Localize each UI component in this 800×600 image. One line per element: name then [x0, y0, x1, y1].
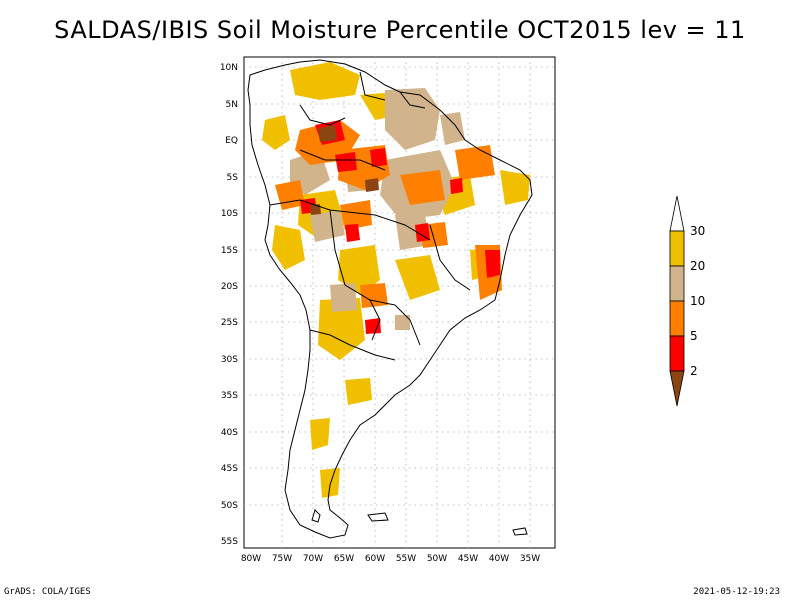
lon-label: 80W — [241, 554, 261, 564]
legend-label: 10 — [690, 294, 705, 308]
lon-label: 40W — [489, 554, 509, 564]
percentile-field — [262, 62, 530, 498]
lat-label: EQ — [225, 136, 238, 146]
lat-label: 30S — [221, 355, 238, 365]
legend-labels: 30 20 10 5 2 — [690, 224, 705, 378]
lat-label: 20S — [221, 282, 238, 292]
field-10-20 — [290, 88, 465, 330]
legend-label: 30 — [690, 224, 705, 238]
lat-label: 40S — [221, 428, 238, 438]
lon-label: 35W — [520, 554, 540, 564]
lon-label: 55W — [396, 554, 416, 564]
lon-label: 45W — [458, 554, 478, 564]
map-title: SALDAS/IBIS Soil Moisture Percentile OCT… — [54, 16, 746, 44]
legend-swatch-10-20 — [669, 265, 685, 302]
field-lt2 — [310, 125, 379, 215]
lat-labels: 10N 5N EQ 5S 10S 15S 20S 25S 30S 35S 40S… — [220, 63, 238, 547]
legend-label: 5 — [690, 329, 698, 343]
legend-swatch-5-10 — [669, 300, 685, 337]
lat-label: 25S — [221, 318, 238, 328]
lat-label: 45S — [221, 464, 238, 474]
legend-label: 20 — [690, 259, 705, 273]
legend-label: 2 — [690, 364, 698, 378]
lat-label: 50S — [221, 501, 238, 511]
lon-label: 70W — [303, 554, 323, 564]
lon-label: 75W — [272, 554, 292, 564]
lat-label: 5S — [227, 173, 239, 183]
lon-label: 60W — [365, 554, 385, 564]
lat-label: 35S — [221, 391, 238, 401]
lat-label: 15S — [221, 246, 238, 256]
lat-label: 10N — [220, 63, 238, 73]
footer-credit: GrADS: COLA/IGES — [4, 587, 91, 597]
lat-label: 10S — [221, 209, 238, 219]
lat-label: 55S — [221, 537, 238, 547]
lon-label: 50W — [427, 554, 447, 564]
coastlines — [247, 59, 533, 539]
legend-swatch-lt2 — [669, 370, 685, 407]
legend-swatch-gt30 — [669, 195, 685, 232]
lon-label: 65W — [334, 554, 354, 564]
lat-label: 5N — [226, 100, 238, 110]
footer-timestamp: 2021-05-12-19:23 — [693, 587, 780, 597]
lon-labels: 80W 75W 70W 65W 60W 55W 50W 45W 40W 35W — [241, 554, 540, 564]
legend-swatch-2-5 — [669, 335, 685, 372]
legend-swatch-20-30 — [669, 230, 685, 267]
legend-colorbar — [669, 195, 685, 407]
